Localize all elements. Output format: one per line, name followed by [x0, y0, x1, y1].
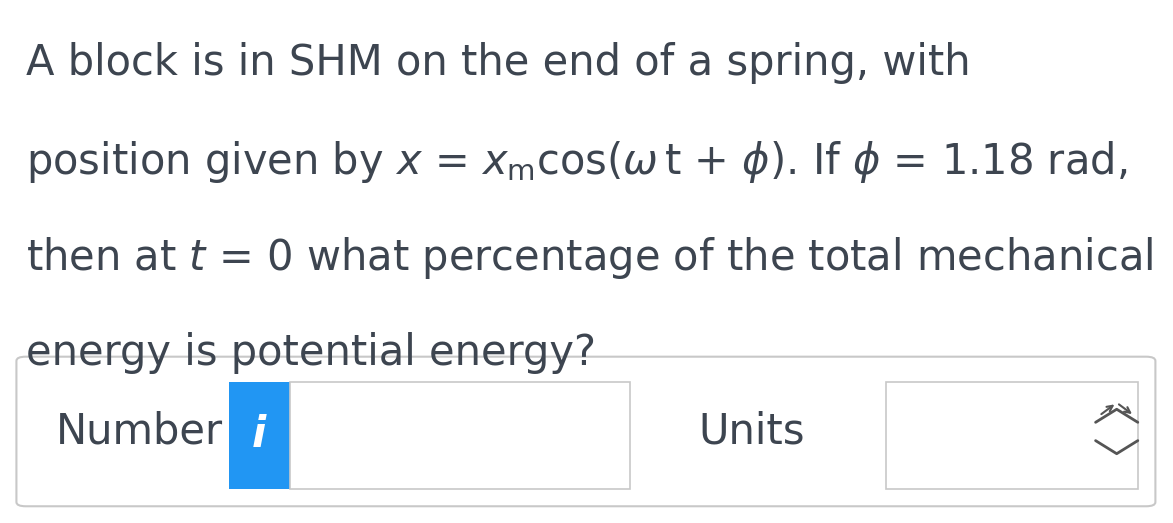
Text: A block is in SHM on the end of a spring, with: A block is in SHM on the end of a spring…: [26, 42, 970, 84]
Text: energy is potential energy?: energy is potential energy?: [26, 332, 596, 374]
Text: Number: Number: [56, 411, 223, 452]
Text: position given by $x$ = $x_{\mathrm{m}}$cos($\omega\,$t + $\phi$). If $\phi$ = 1: position given by $x$ = $x_{\mathrm{m}}$…: [26, 139, 1127, 185]
Text: Units: Units: [698, 411, 805, 452]
Text: then at $t$ = 0 what percentage of the total mechanical: then at $t$ = 0 what percentage of the t…: [26, 235, 1153, 281]
Bar: [229, 382, 290, 489]
Text: i: i: [252, 414, 266, 457]
FancyBboxPatch shape: [16, 357, 1155, 506]
Bar: [290, 382, 630, 489]
Bar: [886, 382, 1138, 489]
